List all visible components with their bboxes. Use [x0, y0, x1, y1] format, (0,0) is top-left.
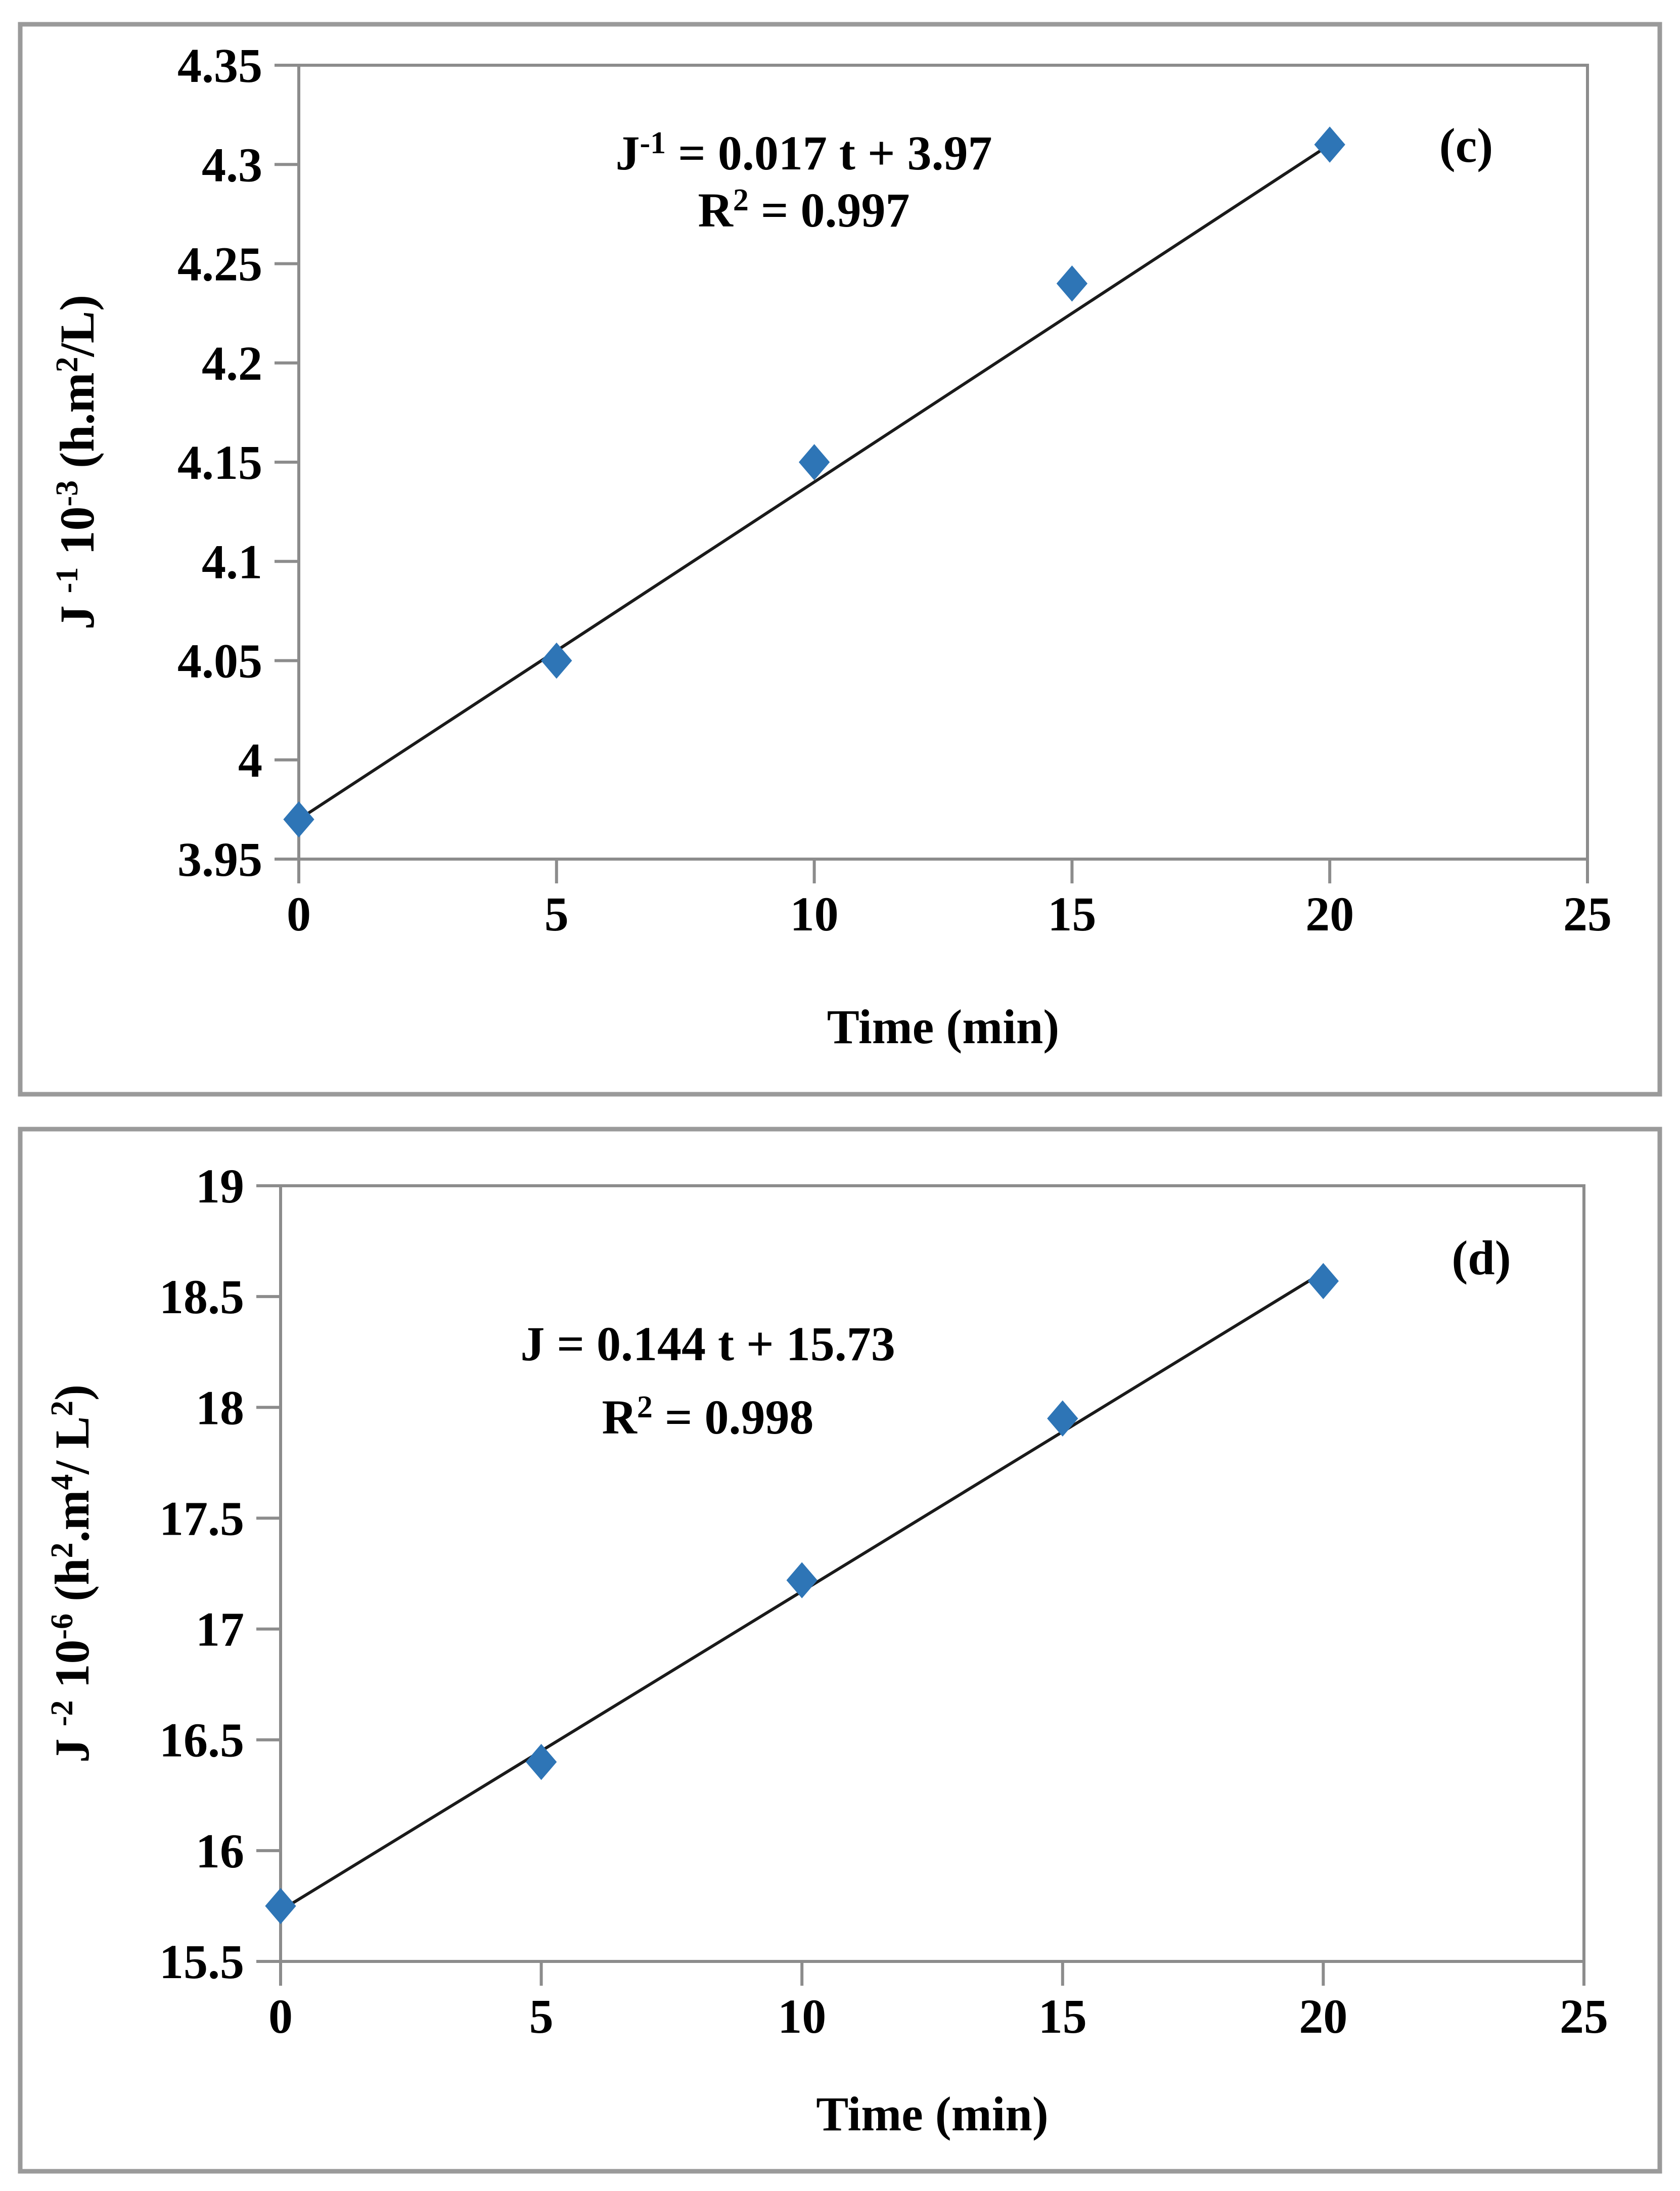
data-point-marker: [1047, 1400, 1078, 1437]
y-axis-title: J -1 10-3 (h.m2/L): [50, 295, 104, 630]
y-axis-title: J -2 10-6 (h2.m4/ L2): [45, 1384, 99, 1763]
data-point-marker: [525, 1743, 557, 1780]
y-tick-label: 17.5: [159, 1491, 244, 1545]
y-tick-label: 4.3: [202, 138, 262, 192]
x-tick-label: 15: [1038, 1989, 1087, 2043]
x-tick-label: 25: [1563, 887, 1612, 941]
y-tick-label: 3.95: [177, 832, 262, 886]
x-tick-label: 20: [1299, 1989, 1347, 2043]
y-tick-label: 4.35: [177, 38, 262, 93]
panel-border: [18, 1127, 1662, 2174]
chart-panel-d: 15.5 16 16.5 17 17.5 18 18.5 19 0 5 10 15 20 25 Time (…: [18, 1127, 1662, 2174]
x-tick-label: 0: [287, 887, 311, 941]
x-tick-label: 5: [544, 887, 569, 941]
x-tick-label: 15: [1048, 887, 1096, 941]
y-tick-label: 4.25: [177, 237, 262, 291]
x-tick-label: 20: [1305, 887, 1354, 941]
x-tick-label: 10: [778, 1989, 826, 2043]
panel-letter-label: (c): [1439, 118, 1493, 172]
r-squared-label: R2 = 0.997: [698, 183, 910, 237]
plot-area-border: [279, 1184, 1585, 1963]
y-tick-label: 4: [238, 733, 262, 787]
y-tick-label: 16.5: [159, 1713, 244, 1767]
x-tick-label: 25: [1560, 1989, 1608, 2043]
data-point-marker: [1056, 265, 1088, 302]
y-tick-label: 19: [196, 1159, 244, 1213]
data-point-marker: [283, 801, 314, 838]
y-tick-label: 16: [196, 1824, 244, 1878]
data-point-marker: [798, 444, 830, 480]
data-point-marker: [786, 1562, 818, 1598]
x-tick-label: 10: [790, 887, 839, 941]
panel-border: [18, 22, 1662, 1097]
y-tick-label: 4.05: [177, 634, 262, 688]
y-tick-label: 17: [196, 1602, 244, 1657]
data-point-marker: [1307, 1263, 1339, 1300]
y-tick-label: 18.5: [159, 1270, 244, 1324]
x-tick-label: 5: [529, 1989, 554, 2043]
r-squared-label: R2 = 0.998: [602, 1390, 813, 1444]
trendline: [298, 143, 1331, 821]
y-tick-label: 18: [196, 1380, 244, 1435]
data-point-marker: [265, 1888, 296, 1925]
panel-letter-label: (d): [1451, 1231, 1511, 1285]
y-tick-label: 4.1: [202, 534, 262, 589]
x-tick-label: 0: [268, 1989, 293, 2043]
chart-panel-c: 3.95 4 4.05 4.1 4.15 4.2 4.25 4.3 4.35 0 5 10 15 20 25…: [18, 22, 1662, 1097]
x-axis-title: Time (min): [827, 1000, 1060, 1054]
equation-label: J-1 = 0.017 t + 3.97: [615, 126, 992, 180]
equation-label: J = 0.144 t + 15.73: [520, 1317, 895, 1371]
y-tick-label: 4.15: [177, 435, 262, 489]
y-tick-label: 4.2: [202, 336, 262, 390]
x-axis-title: Time (min): [816, 2087, 1049, 2141]
y-tick-label: 15.5: [159, 1935, 244, 1989]
data-point-marker: [541, 642, 572, 679]
data-point-marker: [1314, 126, 1345, 163]
